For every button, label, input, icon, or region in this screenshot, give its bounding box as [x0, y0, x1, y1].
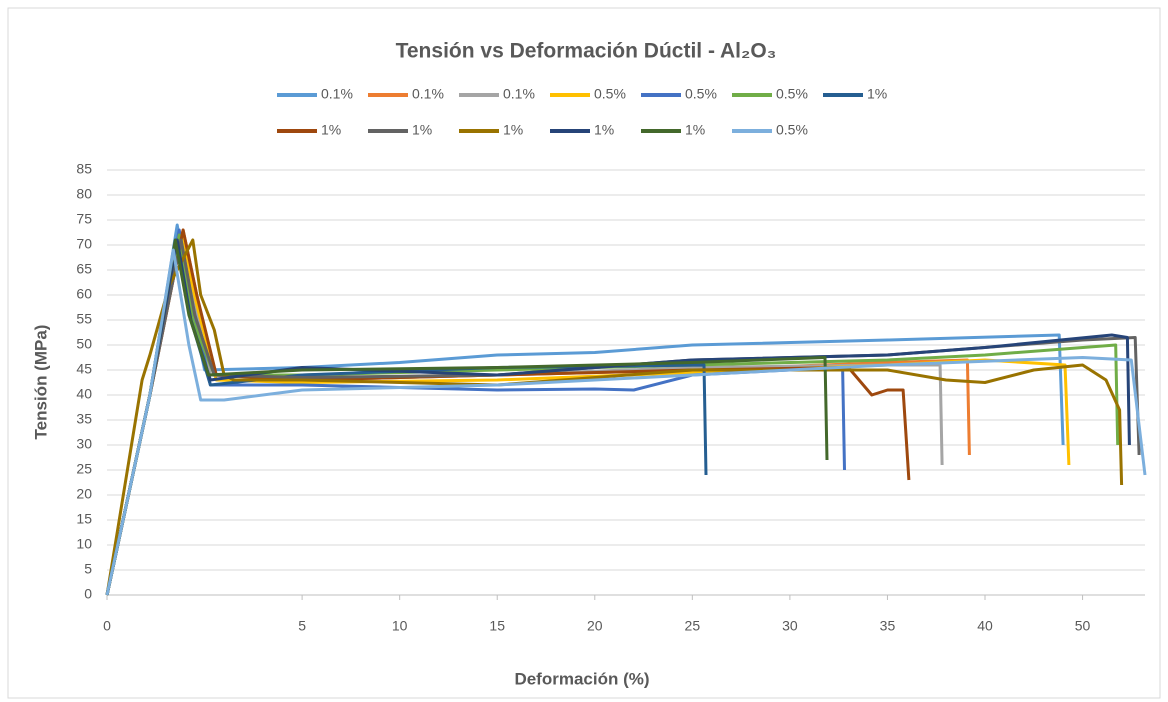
series-line: [105, 223, 1065, 596]
y-tick-label: 85: [76, 161, 92, 177]
legend-label: 1%: [503, 122, 523, 138]
y-tick-label: 40: [76, 386, 92, 402]
x-tick-label: 50: [1075, 618, 1091, 634]
y-tick-label: 50: [76, 336, 92, 352]
y-tick-label: 60: [76, 286, 92, 302]
series-line: [105, 248, 1147, 596]
x-tick-label: 5: [298, 618, 306, 634]
legend-label: 0.1%: [503, 86, 535, 102]
legend-label: 0.1%: [321, 86, 353, 102]
y-tick-label: 15: [76, 511, 92, 527]
y-axis-title: Tensión (MPa): [31, 325, 50, 440]
x-tick-label: 10: [392, 618, 408, 634]
legend-label: 0.5%: [776, 86, 808, 102]
legend-label: 1%: [412, 122, 432, 138]
legend-label: 1%: [321, 122, 341, 138]
x-tick-label: 25: [685, 618, 701, 634]
y-tick-label: 80: [76, 186, 92, 202]
y-tick-label: 65: [76, 261, 92, 277]
y-tick-label: 35: [76, 411, 92, 427]
legend-label: 0.5%: [776, 122, 808, 138]
legend-label: 0.1%: [412, 86, 444, 102]
legend-label: 1%: [685, 122, 705, 138]
x-tick-label: 20: [587, 618, 603, 634]
y-tick-label: 75: [76, 211, 92, 227]
y-tick-label: 10: [76, 536, 92, 552]
x-tick-label: 15: [489, 618, 505, 634]
legend-label: 1%: [594, 122, 614, 138]
x-tick-label: 40: [977, 618, 993, 634]
y-tick-label: 30: [76, 436, 92, 452]
legend-label: 1%: [867, 86, 887, 102]
legend-label: 0.5%: [685, 86, 717, 102]
y-tick-label: 55: [76, 311, 92, 327]
y-tick-label: 25: [76, 461, 92, 477]
y-tick-label: 45: [76, 361, 92, 377]
x-axis-title: Deformación (%): [514, 669, 649, 688]
chart-title: Tensión vs Deformación Dúctil - Al₂O₃: [396, 40, 777, 63]
series-line: [105, 238, 1124, 596]
y-tick-label: 5: [84, 561, 92, 577]
legend-label: 0.5%: [594, 86, 626, 102]
y-tick-label: 0: [84, 586, 92, 602]
x-tick-label: 0: [103, 618, 111, 634]
series-line: [105, 238, 1131, 596]
x-tick-label: 30: [782, 618, 798, 634]
x-tick-label: 35: [880, 618, 896, 634]
y-tick-label: 70: [76, 236, 92, 252]
y-tick-label: 20: [76, 486, 92, 502]
